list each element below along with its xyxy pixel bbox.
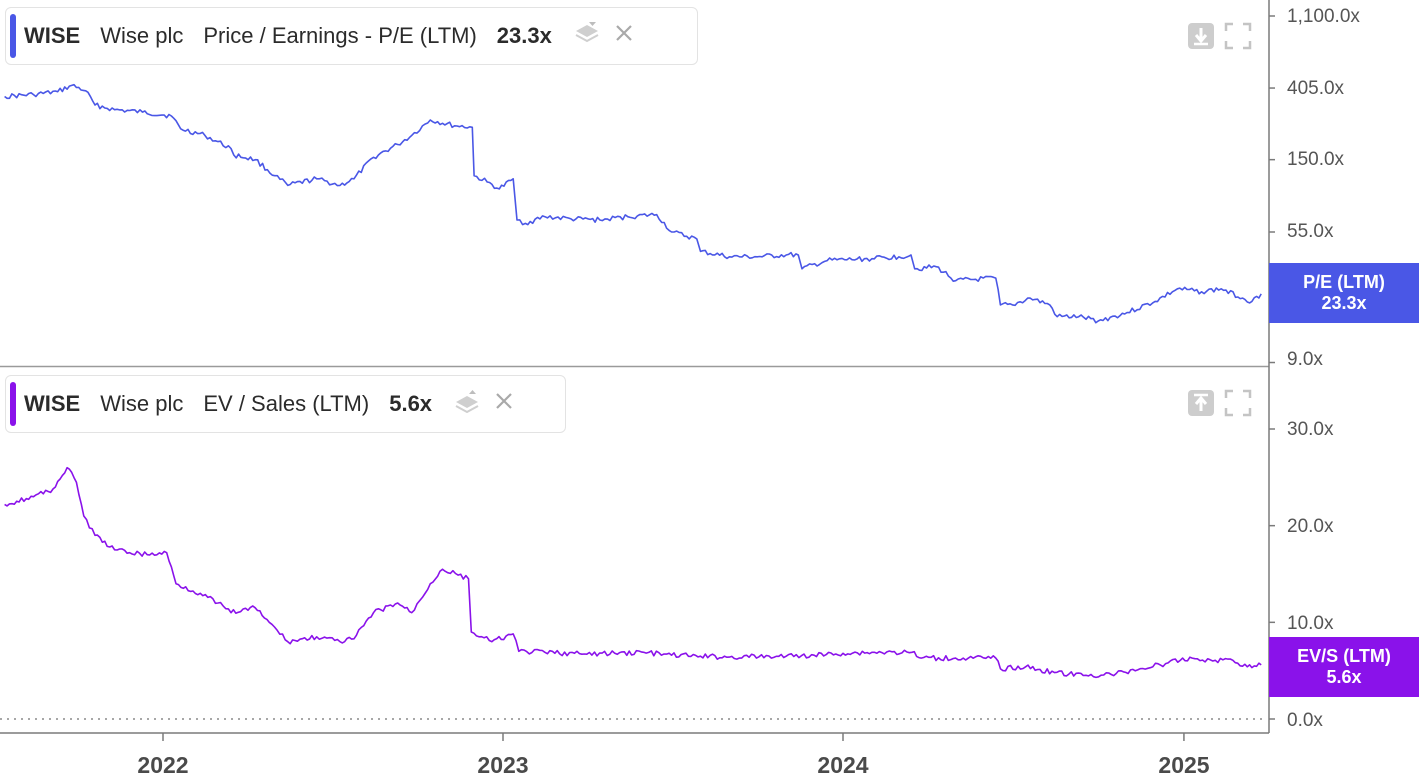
pe-y-tick-label: 150.0x: [1287, 149, 1345, 170]
evs-legend[interactable]: WISE Wise plc EV / Sales (LTM) 5.6x: [5, 375, 566, 433]
pe-value: 23.3x: [496, 23, 552, 48]
close-icon[interactable]: [494, 391, 514, 417]
move-up-icon[interactable]: [1188, 390, 1214, 421]
pe-legend-color-bar: [10, 14, 16, 58]
x-tick-label-2023: 2023: [477, 752, 529, 778]
evs-legend-color-bar: [10, 382, 16, 426]
evs-company: Wise plc: [100, 391, 184, 416]
move-down-icon[interactable]: [1188, 23, 1214, 54]
pe-y-tick-label: 9.0x: [1287, 349, 1323, 370]
evs-value: 5.6x: [389, 391, 433, 416]
evs-y-tick-label: 0.0x: [1287, 710, 1323, 731]
evs-series-group: [4, 466, 1262, 679]
evs-metric: EV / Sales (LTM): [203, 391, 370, 416]
evs-y-tick-label: 20.0x: [1287, 516, 1334, 537]
pe-tag-name: P/E (LTM): [1303, 272, 1385, 292]
pe-metric: Price / Earnings - P/E (LTM): [203, 23, 477, 48]
evs-current-value-tag: EV/S (LTM) 5.6x: [1269, 637, 1419, 697]
pe-ticker: WISE: [24, 23, 81, 48]
x-tick-label-2022: 2022: [137, 752, 189, 778]
pe-legend[interactable]: WISE Wise plc Price / Earnings - P/E (LT…: [5, 7, 698, 65]
evs-ticker: WISE: [24, 391, 81, 416]
pe-company: Wise plc: [100, 23, 184, 48]
pe-y-tick-label: 405.0x: [1287, 78, 1345, 99]
x-tick-label-2025: 2025: [1158, 752, 1210, 778]
evs-series-line: [4, 466, 1262, 679]
evs-y-tick-label: 30.0x: [1287, 419, 1334, 440]
pe-series-group: [4, 83, 1262, 324]
layers-icon[interactable]: [574, 21, 600, 51]
evs-tag-name: EV/S (LTM): [1297, 646, 1391, 666]
pe-series-line: [4, 83, 1262, 324]
pe-tag-value: 23.3x: [1321, 293, 1367, 313]
expand-icon[interactable]: [1224, 22, 1252, 55]
pe-current-value-tag: P/E (LTM) 23.3x: [1269, 263, 1419, 323]
pe-y-tick-label: 1,100.0x: [1287, 6, 1360, 27]
expand-icon[interactable]: [1224, 389, 1252, 422]
pe-y-tick-label: 55.0x: [1287, 221, 1334, 242]
close-icon[interactable]: [614, 23, 634, 49]
evs-tag-value: 5.6x: [1326, 667, 1362, 687]
axis-ticks-group: [162, 15, 1275, 741]
x-tick-label-2024: 2024: [817, 752, 869, 778]
evs-y-tick-label: 10.0x: [1287, 613, 1334, 634]
layers-icon[interactable]: [454, 389, 480, 419]
